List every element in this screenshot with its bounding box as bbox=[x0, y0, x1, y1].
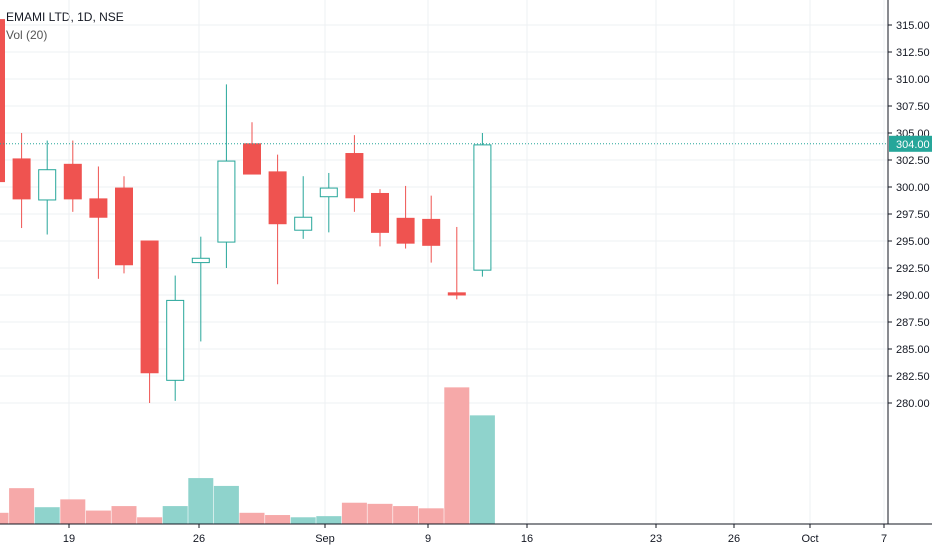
candle-body bbox=[473, 144, 492, 271]
price-tick-label: 315.00 bbox=[896, 20, 930, 32]
candle-body bbox=[140, 240, 159, 374]
candle-body bbox=[345, 153, 364, 199]
candle-body bbox=[115, 187, 133, 266]
volume-bar bbox=[85, 510, 111, 524]
price-tick-label: 295.00 bbox=[896, 236, 930, 248]
time-tick-label: Sep bbox=[315, 533, 335, 545]
volume-bar bbox=[341, 502, 367, 524]
volume-bar bbox=[162, 506, 188, 524]
price-tick-label: 300.00 bbox=[896, 182, 930, 194]
time-tick-label: Oct bbox=[801, 533, 818, 545]
price-tick-label: 282.50 bbox=[896, 371, 930, 383]
price-tick-label: 297.50 bbox=[896, 209, 930, 221]
candle-body bbox=[447, 292, 466, 296]
volume-bar bbox=[137, 517, 163, 524]
price-tick-label: 285.00 bbox=[896, 344, 930, 356]
candle-body bbox=[89, 198, 108, 218]
volume-bar bbox=[213, 485, 239, 524]
candle-body bbox=[396, 217, 415, 244]
price-tick-label: 312.50 bbox=[896, 47, 930, 59]
price-tick-label: 287.50 bbox=[896, 317, 930, 329]
volume-bar bbox=[9, 488, 35, 524]
candle-body bbox=[217, 160, 236, 243]
price-tick-label: 280.00 bbox=[896, 398, 930, 410]
time-tick-label: 16 bbox=[521, 533, 533, 545]
volume-bar bbox=[239, 512, 265, 524]
volume-bar bbox=[469, 415, 495, 524]
volume-bar bbox=[444, 387, 470, 524]
candle-body bbox=[63, 163, 82, 200]
time-tick-label: 26 bbox=[193, 533, 205, 545]
time-tick-label: 9 bbox=[425, 533, 431, 545]
time-tick-label: 23 bbox=[650, 533, 662, 545]
volume-bar bbox=[418, 508, 444, 524]
time-tick-label: 26 bbox=[728, 533, 740, 545]
candle-body bbox=[38, 169, 57, 201]
volume-indicator-label[interactable]: Vol (20) bbox=[6, 28, 48, 42]
volume-bar bbox=[34, 507, 60, 524]
time-tick-label: 19 bbox=[63, 533, 75, 545]
symbol-title: EMAMI LTD, 1D, NSE bbox=[6, 10, 124, 24]
candle-body bbox=[166, 299, 185, 381]
price-tick-label: 310.00 bbox=[896, 74, 930, 86]
candle-body bbox=[371, 192, 389, 233]
time-tick-label: 7 bbox=[881, 533, 887, 545]
last-price-badge bbox=[889, 135, 932, 152]
volume-bar bbox=[0, 512, 9, 524]
volume-bar bbox=[367, 503, 393, 524]
volume-bar bbox=[290, 517, 316, 524]
candle-body bbox=[0, 19, 5, 183]
candle-body bbox=[422, 218, 441, 246]
volume-bar bbox=[393, 506, 419, 524]
last-price-label: 304.00 bbox=[896, 139, 930, 151]
volume-bar bbox=[316, 516, 342, 524]
candle-body bbox=[191, 257, 210, 264]
price-tick-label: 292.50 bbox=[896, 263, 930, 275]
volume-bar bbox=[111, 506, 137, 524]
candle-body bbox=[243, 143, 261, 175]
chart-legend: EMAMI LTD, 1D, NSE Vol (20) bbox=[6, 8, 124, 44]
candle-body bbox=[12, 158, 31, 200]
volume-bar bbox=[60, 499, 86, 524]
volume-bar bbox=[265, 515, 291, 524]
price-tick-label: 307.50 bbox=[896, 101, 930, 113]
candle-body bbox=[268, 171, 287, 225]
candle-body bbox=[294, 216, 313, 231]
candle-body bbox=[319, 187, 338, 198]
price-tick-label: 302.50 bbox=[896, 155, 930, 167]
price-tick-label: 290.00 bbox=[896, 290, 930, 302]
volume-bar bbox=[188, 478, 214, 524]
